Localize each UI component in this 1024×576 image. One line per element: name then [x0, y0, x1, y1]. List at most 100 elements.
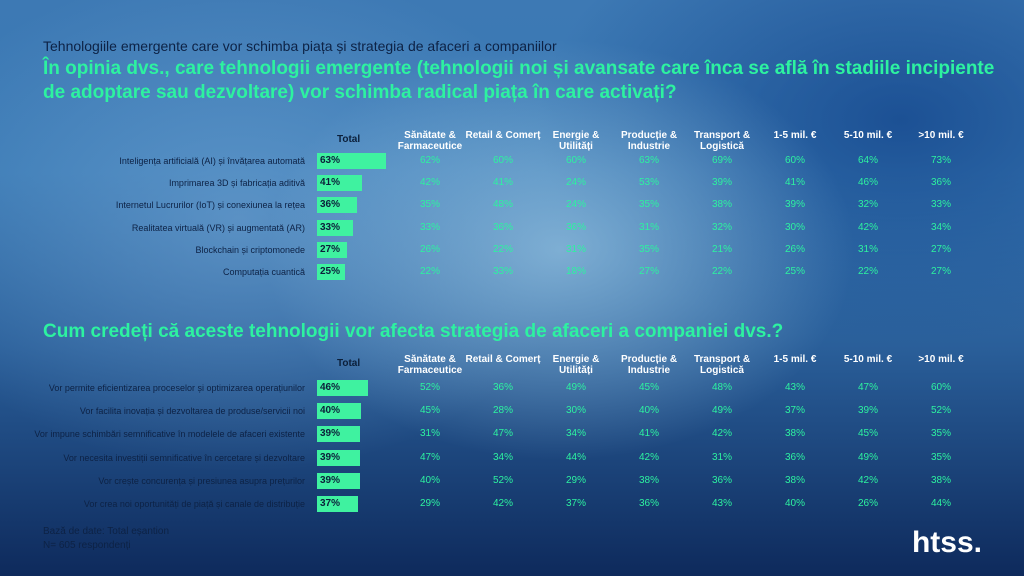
question-1-title: În opinia dvs., care tehnologii emergent… [43, 58, 995, 103]
column-header: Transport & Logistică [693, 130, 751, 152]
row-label: Vor necesita investiții semnificative în… [63, 452, 305, 463]
table-cell: 49% [857, 451, 878, 463]
column-header: 1-5 mil. € [773, 354, 817, 365]
column-header: Total [337, 134, 361, 145]
table-cell: 36% [638, 498, 659, 509]
table-cell: 60% [492, 155, 513, 166]
table-cell: 32% [711, 221, 732, 233]
table-cell: 26% [857, 498, 878, 509]
table-cell: 37% [565, 498, 586, 509]
table-cell: 39% [784, 199, 805, 211]
row-label: Inteligența artificială (AI) și învățare… [119, 156, 305, 166]
table-cell: 28% [492, 405, 513, 417]
total-value: 25% [320, 266, 341, 277]
column-header: Transport & Logistică [693, 354, 751, 376]
table-cell: 52% [419, 382, 440, 393]
table-cell: 45% [857, 428, 878, 440]
table-cell: 35% [930, 428, 951, 440]
table-cell: 22% [857, 266, 878, 277]
table-cell: 31% [419, 428, 440, 440]
total-bar [317, 496, 358, 512]
column-header: >10 mil. € [918, 354, 964, 365]
row-label: Vor permite eficientizarea proceselor și… [48, 383, 305, 393]
table-cell: 38% [638, 474, 659, 486]
column-header: Energie & Utilități [552, 354, 600, 376]
row-label: Blockchain și criptomonede [195, 244, 305, 255]
total-value: 33% [320, 221, 341, 233]
table-cell: 38% [711, 199, 732, 211]
table-cell: 22% [711, 266, 732, 277]
table-cell: 42% [857, 474, 878, 486]
table-cell: 29% [565, 474, 586, 486]
table-cell: 25% [784, 266, 805, 277]
table-cell: 22% [419, 266, 440, 277]
total-bar [317, 449, 360, 466]
row-label: Internetul Lucrurilor (IoT) și conexiune… [115, 200, 305, 211]
table-cell: 43% [711, 498, 732, 509]
table-cell: 39% [857, 405, 878, 417]
table-cell: 36% [565, 221, 586, 233]
column-header: Sănătate & Farmaceutice [397, 130, 463, 152]
column-header: Producție & Industrie [620, 130, 678, 152]
table-cell: 42% [638, 451, 659, 463]
table-cell: 33% [492, 266, 513, 277]
table-cell: 38% [784, 428, 805, 440]
column-header: Total [337, 358, 361, 369]
table-cell: 35% [930, 451, 951, 463]
table-cell: 36% [930, 177, 951, 189]
table-cell: 47% [492, 428, 513, 440]
table-cell: 30% [784, 221, 805, 233]
column-header: >10 mil. € [918, 130, 964, 141]
total-value: 36% [320, 199, 341, 211]
table-cell: 26% [419, 243, 440, 255]
table-cell: 27% [930, 243, 951, 255]
footer-base: Bază de date: Total eșantion [43, 526, 170, 537]
column-header: 1-5 mil. € [773, 130, 817, 141]
row-label: Vor crește concurența și presiunea asupr… [98, 475, 305, 486]
table-cell: 36% [492, 221, 513, 233]
table-cell: 49% [711, 405, 732, 417]
table-cell: 34% [565, 428, 586, 440]
table-cell: 53% [638, 177, 659, 189]
table-cell: 26% [784, 243, 805, 255]
table-cell: 27% [638, 266, 659, 277]
total-bar [317, 241, 347, 258]
table-cell: 41% [492, 177, 513, 189]
table-cell: 34% [492, 451, 513, 463]
total-value: 63% [320, 155, 341, 166]
row-label: Computația cuantică [222, 267, 305, 277]
question-2-title: Cum credeți că aceste tehnologii vor afe… [43, 321, 784, 342]
table-cell: 47% [419, 451, 440, 463]
table-cell: 42% [492, 498, 513, 509]
footer-sample: N= 605 respondenți [43, 540, 131, 551]
table-cell: 33% [419, 221, 440, 233]
total-bar [317, 153, 387, 169]
table-cell: 44% [930, 498, 951, 509]
table-cell: 73% [930, 155, 951, 166]
table-cell: 41% [638, 428, 659, 440]
total-value: 40% [320, 405, 341, 417]
row-label: Realitatea virtuală (VR) și augmentată (… [131, 222, 305, 233]
table-cell: 52% [492, 474, 513, 486]
table-cell: 36% [711, 474, 732, 486]
table-cell: 60% [930, 382, 951, 393]
table-cell: 47% [857, 382, 878, 393]
table-cell: 40% [784, 498, 805, 509]
table-cell: 60% [784, 155, 805, 166]
table-cell: 42% [857, 221, 878, 233]
table-cell: 32% [857, 199, 878, 211]
table-cell: 52% [930, 405, 951, 417]
table-cell: 41% [784, 177, 805, 189]
table-cell: 43% [784, 382, 805, 393]
table-cell: 22% [492, 243, 513, 255]
table-cell: 29% [419, 498, 440, 509]
table-cell: 63% [638, 155, 659, 166]
column-header: 5-10 mil. € [843, 130, 893, 141]
column-header: Sănătate & Farmaceutice [397, 354, 463, 376]
total-bar [317, 380, 368, 396]
table-cell: 45% [419, 405, 440, 417]
total-value: 39% [320, 474, 341, 486]
table-cell: 27% [930, 266, 951, 277]
table-cell: 40% [419, 474, 440, 486]
table-cell: 18% [565, 266, 586, 277]
